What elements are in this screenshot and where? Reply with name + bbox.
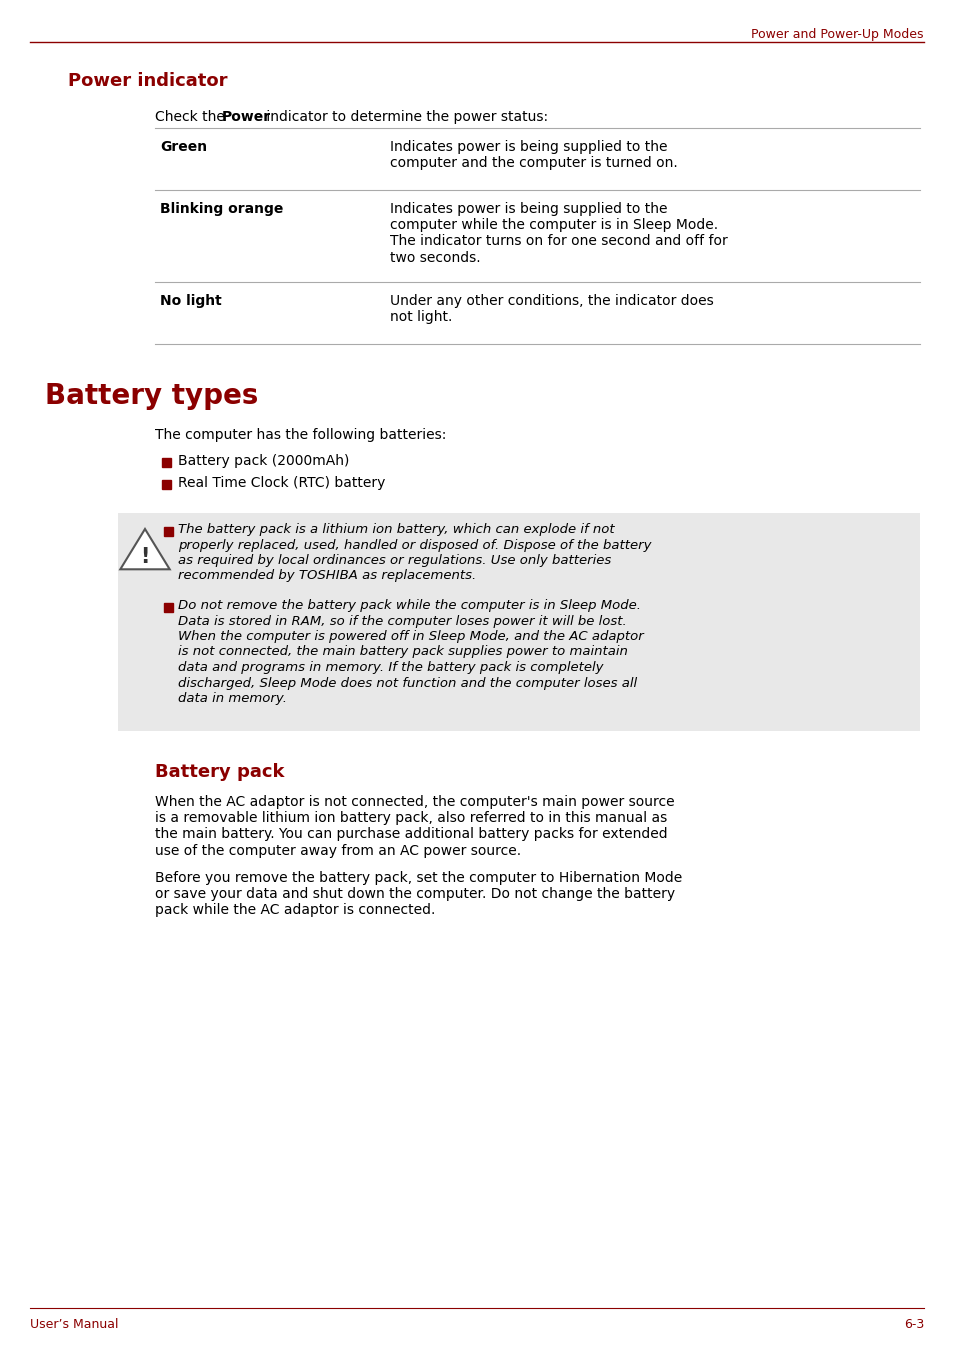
Text: as required by local ordinances or regulations. Use only batteries: as required by local ordinances or regul… xyxy=(178,554,611,567)
Text: data and programs in memory. If the battery pack is completely: data and programs in memory. If the batt… xyxy=(178,661,603,674)
Text: Power indicator: Power indicator xyxy=(68,72,227,91)
Text: Blinking orange: Blinking orange xyxy=(160,203,283,216)
Text: The computer has the following batteries:: The computer has the following batteries… xyxy=(154,428,446,442)
Text: When the computer is powered off in Sleep Mode, and the AC adaptor: When the computer is powered off in Slee… xyxy=(178,630,643,643)
Text: Green: Green xyxy=(160,141,207,154)
Text: data in memory.: data in memory. xyxy=(178,692,287,705)
Text: 6-3: 6-3 xyxy=(902,1319,923,1331)
Text: !: ! xyxy=(140,547,150,567)
Text: When the AC adaptor is not connected, the computer's main power source
is a remo: When the AC adaptor is not connected, th… xyxy=(154,794,674,858)
Text: properly replaced, used, handled or disposed of. Dispose of the battery: properly replaced, used, handled or disp… xyxy=(178,539,651,551)
Text: Real Time Clock (RTC) battery: Real Time Clock (RTC) battery xyxy=(178,476,385,490)
Bar xyxy=(164,527,172,536)
Text: Battery types: Battery types xyxy=(45,382,258,409)
Polygon shape xyxy=(120,530,170,569)
Text: Before you remove the battery pack, set the computer to Hibernation Mode
or save: Before you remove the battery pack, set … xyxy=(154,871,681,917)
Bar xyxy=(162,480,171,489)
Text: Indicates power is being supplied to the
computer while the computer is in Sleep: Indicates power is being supplied to the… xyxy=(390,203,727,265)
Bar xyxy=(164,603,172,612)
Text: Data is stored in RAM, so if the computer loses power it will be lost.: Data is stored in RAM, so if the compute… xyxy=(178,615,626,627)
Text: discharged, Sleep Mode does not function and the computer loses all: discharged, Sleep Mode does not function… xyxy=(178,677,637,689)
Text: Indicates power is being supplied to the
computer and the computer is turned on.: Indicates power is being supplied to the… xyxy=(390,141,677,170)
Text: Under any other conditions, the indicator does
not light.: Under any other conditions, the indicato… xyxy=(390,295,713,324)
Text: indicator to determine the power status:: indicator to determine the power status: xyxy=(262,109,548,124)
Text: The battery pack is a lithium ion battery, which can explode if not: The battery pack is a lithium ion batter… xyxy=(178,523,614,536)
Text: Power and Power-Up Modes: Power and Power-Up Modes xyxy=(751,28,923,41)
Text: Battery pack (2000mAh): Battery pack (2000mAh) xyxy=(178,454,349,467)
Text: is not connected, the main battery pack supplies power to maintain: is not connected, the main battery pack … xyxy=(178,646,627,658)
Text: recommended by TOSHIBA as replacements.: recommended by TOSHIBA as replacements. xyxy=(178,570,476,582)
Text: Check the: Check the xyxy=(154,109,229,124)
Text: Battery pack: Battery pack xyxy=(154,763,284,781)
Text: No light: No light xyxy=(160,295,221,308)
Text: Power: Power xyxy=(222,109,271,124)
Text: Do not remove the battery pack while the computer is in Sleep Mode.: Do not remove the battery pack while the… xyxy=(178,598,640,612)
Bar xyxy=(118,513,919,731)
Text: User’s Manual: User’s Manual xyxy=(30,1319,118,1331)
Bar xyxy=(162,458,171,467)
